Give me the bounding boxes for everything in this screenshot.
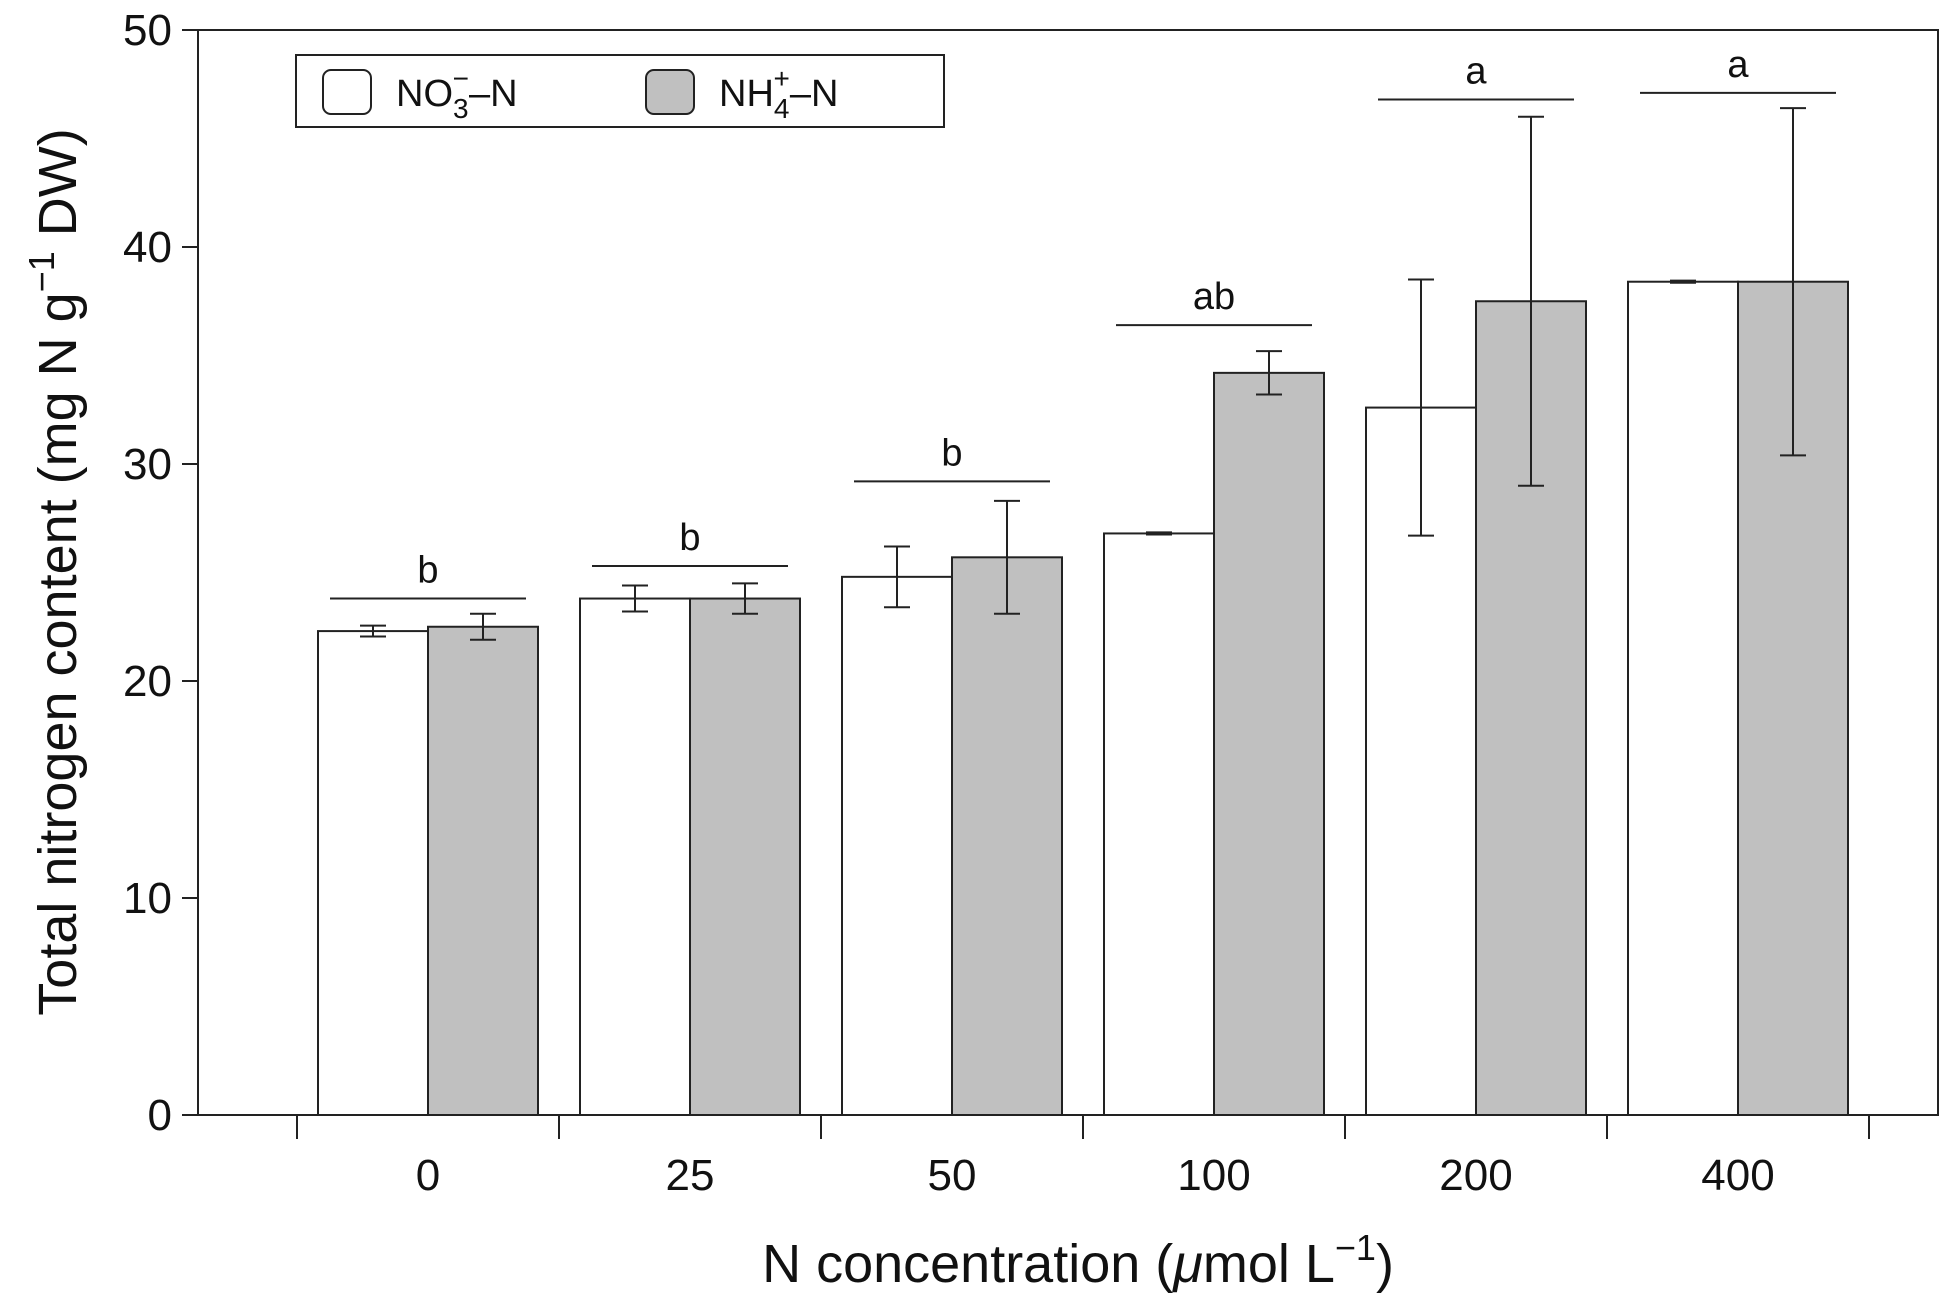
- bar-ammonium: [1475, 300, 1587, 1116]
- x-tick-label: 50: [928, 1151, 977, 1200]
- bar-nitrate: [841, 575, 953, 1116]
- legend: NO3−–N NH4+–N: [295, 54, 945, 128]
- bar-nitrate: [1627, 280, 1739, 1117]
- bar-nitrate: [317, 630, 429, 1117]
- significance-letter: ab: [1193, 276, 1235, 318]
- bar-nitrate: [1103, 532, 1215, 1116]
- y-tick-label: 0: [148, 1091, 172, 1140]
- y-tick-label: 10: [123, 874, 172, 923]
- bar-nitrate: [579, 597, 691, 1116]
- error-bars: [360, 107, 1806, 641]
- x-tick-label: 200: [1439, 1151, 1512, 1200]
- x-axis-title: N concentration (μmol L−1): [762, 1227, 1394, 1294]
- significance-letter: a: [1727, 44, 1749, 86]
- significance-letter: b: [417, 550, 438, 592]
- bar-ammonium: [1213, 371, 1325, 1116]
- bar-ammonium: [951, 556, 1063, 1116]
- y-tick-label: 20: [123, 657, 172, 706]
- legend-swatch-nitrate: [322, 69, 372, 115]
- significance-annotations: b b b ab a a: [330, 44, 1836, 600]
- legend-box: [295, 54, 945, 128]
- x-tick-label: 0: [416, 1151, 440, 1200]
- legend-label-ammonium: NH4+–N: [719, 63, 838, 124]
- x-tick-label: 25: [666, 1151, 715, 1200]
- plot-frame: [197, 29, 1939, 1116]
- bar-ammonium: [689, 597, 801, 1116]
- bars: [317, 280, 1849, 1117]
- y-tick-label: 30: [123, 440, 172, 489]
- x-tick-label: 400: [1701, 1151, 1774, 1200]
- x-axis: 0 25 50 100 200 400: [296, 1115, 1870, 1200]
- significance-letter: b: [679, 517, 700, 559]
- x-tick-label: 100: [1177, 1151, 1250, 1200]
- bar-ammonium: [427, 625, 539, 1116]
- legend-swatch-ammonium: [645, 69, 695, 115]
- significance-letter: b: [941, 432, 962, 474]
- significance-letter: a: [1465, 50, 1487, 92]
- legend-label-nitrate: NO3−–N: [396, 63, 518, 124]
- y-axis-title: Total nitrogen content (mg N g−1 DW): [21, 128, 88, 1015]
- y-tick-label: 50: [123, 6, 172, 55]
- y-axis: 0 10 20 30 40 50: [123, 6, 198, 1140]
- y-tick-label: 40: [123, 223, 172, 272]
